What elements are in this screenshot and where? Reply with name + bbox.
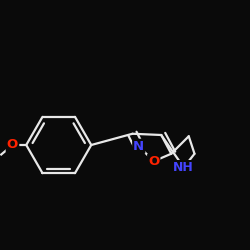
Text: O: O [148, 155, 160, 168]
Text: NH: NH [174, 161, 194, 174]
Text: O: O [7, 138, 18, 151]
Text: N: N [133, 140, 144, 153]
Text: O: O [7, 138, 18, 151]
